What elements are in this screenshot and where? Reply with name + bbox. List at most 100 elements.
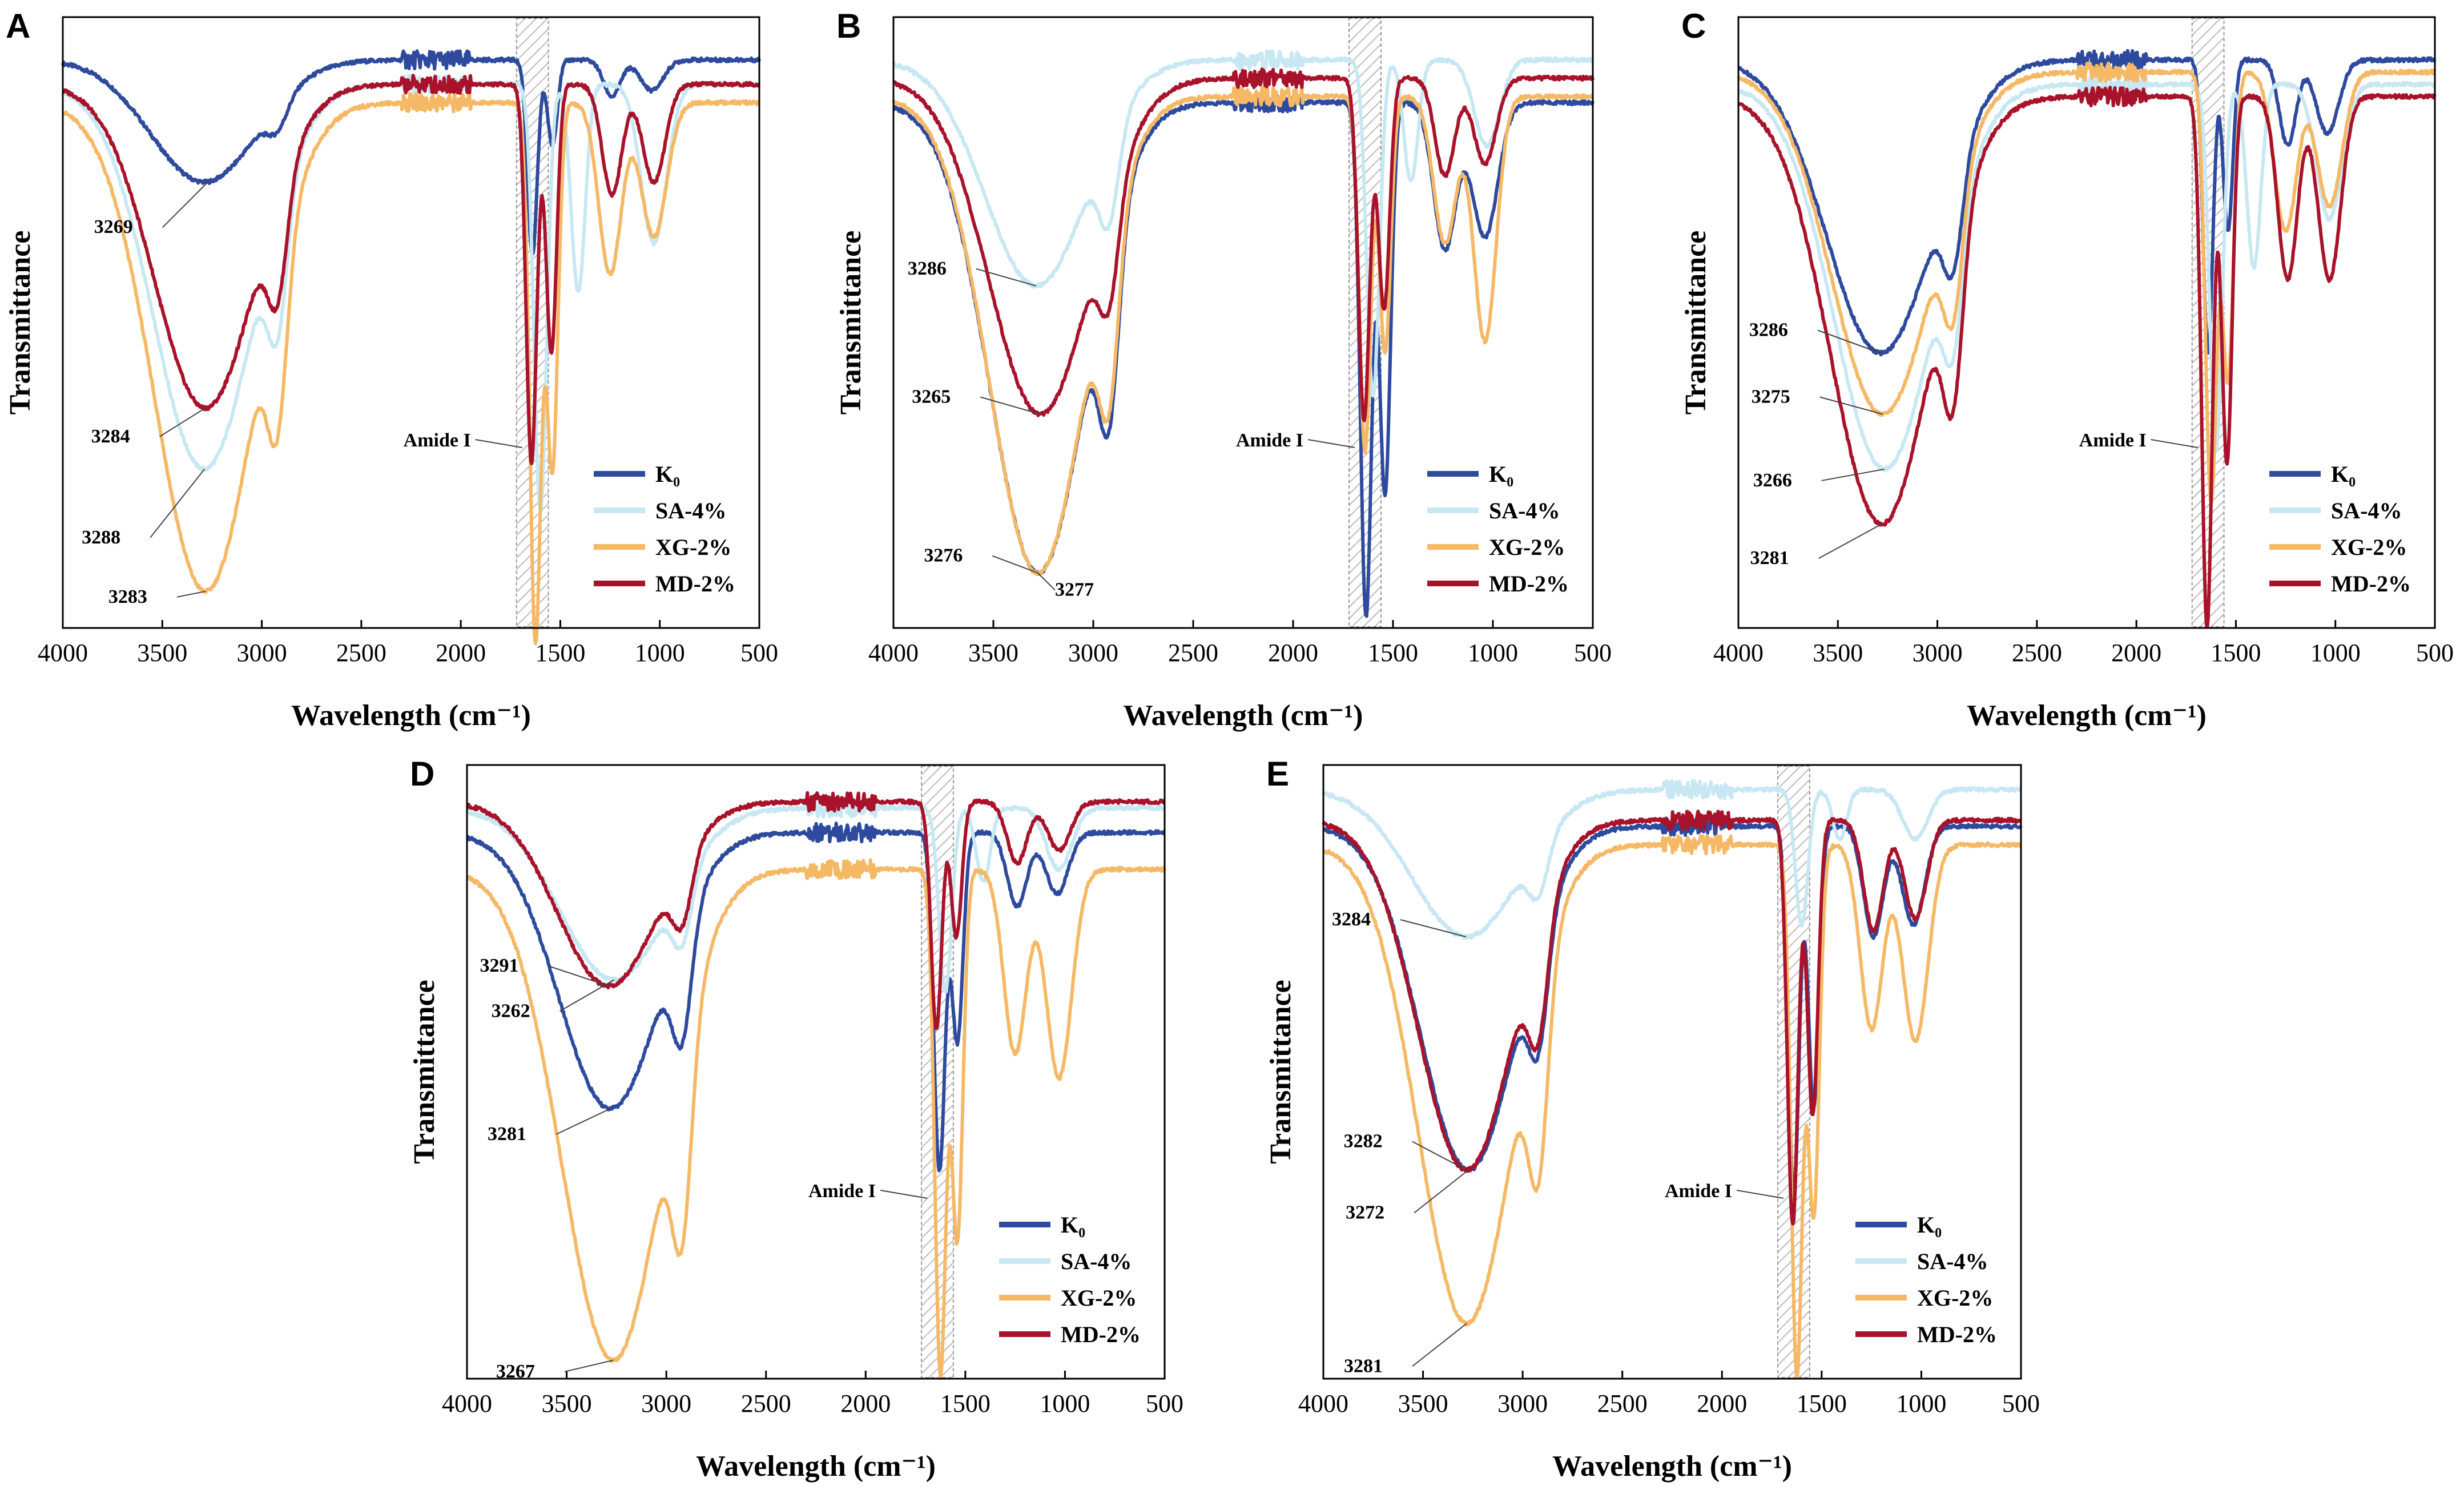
x-tick-label: 3000 [237, 639, 287, 667]
legend-label: MD-2% [1489, 571, 1569, 597]
peak-label: 3286 [908, 258, 947, 279]
plot-frame [62, 16, 760, 629]
x-tick-label: 500 [2002, 1390, 2040, 1418]
peak-leader [1400, 919, 1467, 937]
legend-label: K₀ [1061, 1212, 1085, 1238]
x-tick-label: 2000 [436, 639, 486, 667]
series-line-K0 [1322, 815, 2023, 1196]
x-tick-label: 1000 [2310, 639, 2361, 667]
x-tick-label: 3000 [641, 1390, 691, 1418]
peak-leader [176, 590, 206, 598]
y-axis-title: Transmittance [835, 231, 867, 415]
peak-label: 3266 [1753, 470, 1792, 491]
x-tick-label: 2500 [2012, 639, 2062, 667]
series-line-SA-4% [892, 49, 1595, 398]
x-axis-title: Wavelength (cm⁻¹) [1124, 699, 1363, 732]
x-tick-label: 4000 [442, 1390, 492, 1418]
x-tick-label: 2500 [336, 639, 386, 667]
series-line-MD-2% [62, 74, 760, 465]
legend-label: MD-2% [1061, 1322, 1141, 1347]
peak-label: 3277 [1055, 579, 1094, 601]
peak-leader [1817, 329, 1881, 354]
peak-label: 3281 [488, 1124, 526, 1145]
x-tick-label: 3500 [1398, 1390, 1448, 1418]
x-tick-label: 500 [740, 639, 778, 667]
x-tick-label: 4000 [868, 639, 919, 667]
peak-label: 3265 [912, 386, 951, 408]
x-tick-label: 3500 [968, 639, 1018, 667]
x-tick-label: 3500 [542, 1390, 592, 1418]
amide-leader [880, 1190, 928, 1199]
legend-label: SA-4% [1061, 1249, 1132, 1274]
peak-leader [150, 469, 205, 538]
x-tick-label: 1000 [1896, 1390, 1946, 1418]
panel-E: 4000 3500 3000 2500 2000 1500 1000 500 Wavelengt… [1265, 755, 2040, 1483]
peak-leader [1414, 1169, 1469, 1214]
panel-letter: C [1681, 7, 1706, 45]
series-line-K0 [892, 92, 1595, 618]
x-axis-title: Wavelength (cm⁻¹) [1967, 699, 2207, 732]
legend-label: K₀ [2331, 461, 2356, 487]
peak-leader [1412, 1323, 1467, 1367]
x-tick-label: 3000 [1068, 639, 1118, 667]
series-line-XG-2% [892, 86, 1595, 576]
x-tick-label: 2000 [1268, 639, 1318, 667]
series-line-XG-2% [1322, 834, 2022, 1380]
amide-label: Amide I [404, 430, 471, 451]
x-tick-label: 4000 [38, 639, 88, 667]
y-axis-title: Transmittance [4, 231, 37, 415]
x-tick-label: 500 [1146, 1390, 1183, 1418]
peak-leader [559, 979, 615, 1012]
x-tick-label: 2000 [2111, 639, 2161, 667]
legend-label: XG-2% [2331, 534, 2407, 560]
series-line-XG-2% [1737, 61, 2437, 505]
peak-label: 3262 [492, 1000, 530, 1021]
series-line-MD-2% [466, 791, 1166, 1030]
legend-label: XG-2% [1061, 1285, 1137, 1311]
peak-label: 3269 [94, 216, 133, 237]
x-tick-label: 3000 [1913, 639, 1963, 667]
series-line-XG-2% [465, 858, 1166, 1380]
panel-letter: B [836, 7, 861, 45]
legend-label: XG-2% [655, 534, 731, 560]
legend-label: XG-2% [1917, 1285, 1993, 1311]
peak-label: 3276 [924, 545, 963, 566]
peak-leader [1037, 572, 1056, 591]
plot-frame [892, 16, 1594, 629]
amide-label: Amide I [2079, 430, 2147, 451]
x-tick-label: 500 [2416, 639, 2454, 667]
y-axis-title: Transmittance [408, 980, 441, 1164]
peak-label: 3267 [496, 1361, 535, 1382]
x-tick-label: 1500 [1797, 1390, 1847, 1418]
x-axis-title: Wavelength (cm⁻¹) [696, 1450, 936, 1483]
legend-label: K₀ [1489, 461, 1513, 487]
x-tick-label: 3000 [1497, 1390, 1548, 1418]
amide-leader [475, 439, 522, 448]
legend-label: K₀ [1917, 1212, 1942, 1238]
x-tick-label: 3500 [137, 639, 187, 667]
peak-leader [1819, 396, 1883, 415]
panel-D: 4000 3500 3000 2500 2000 1500 1000 500 Wavelengt… [408, 755, 1183, 1483]
peak-leader [1412, 1141, 1467, 1171]
amide-leader [2151, 439, 2198, 448]
y-axis-title: Transmittance [1265, 980, 1297, 1164]
peak-label: 3284 [1332, 909, 1371, 930]
amide-leader [1307, 439, 1355, 448]
peak-leader [976, 268, 1037, 287]
legend-label: MD-2% [1917, 1322, 1997, 1347]
series-line-SA-4% [1322, 779, 2022, 940]
x-tick-label: 1000 [635, 639, 685, 667]
x-tick-label: 3500 [1813, 639, 1863, 667]
plot-frame [1322, 764, 2022, 1380]
x-axis-title: Wavelength (cm⁻¹) [1552, 1450, 1792, 1483]
x-tick-label: 1000 [1040, 1390, 1090, 1418]
plot-frame [1737, 16, 2436, 629]
x-tick-label: 2500 [1597, 1390, 1648, 1418]
legend-label: SA-4% [655, 498, 726, 524]
peak-leader [1818, 524, 1882, 559]
peak-leader [992, 555, 1038, 574]
legend-label: MD-2% [655, 571, 735, 597]
plot-frame [466, 764, 1166, 1380]
legend-label: SA-4% [1917, 1249, 1988, 1274]
